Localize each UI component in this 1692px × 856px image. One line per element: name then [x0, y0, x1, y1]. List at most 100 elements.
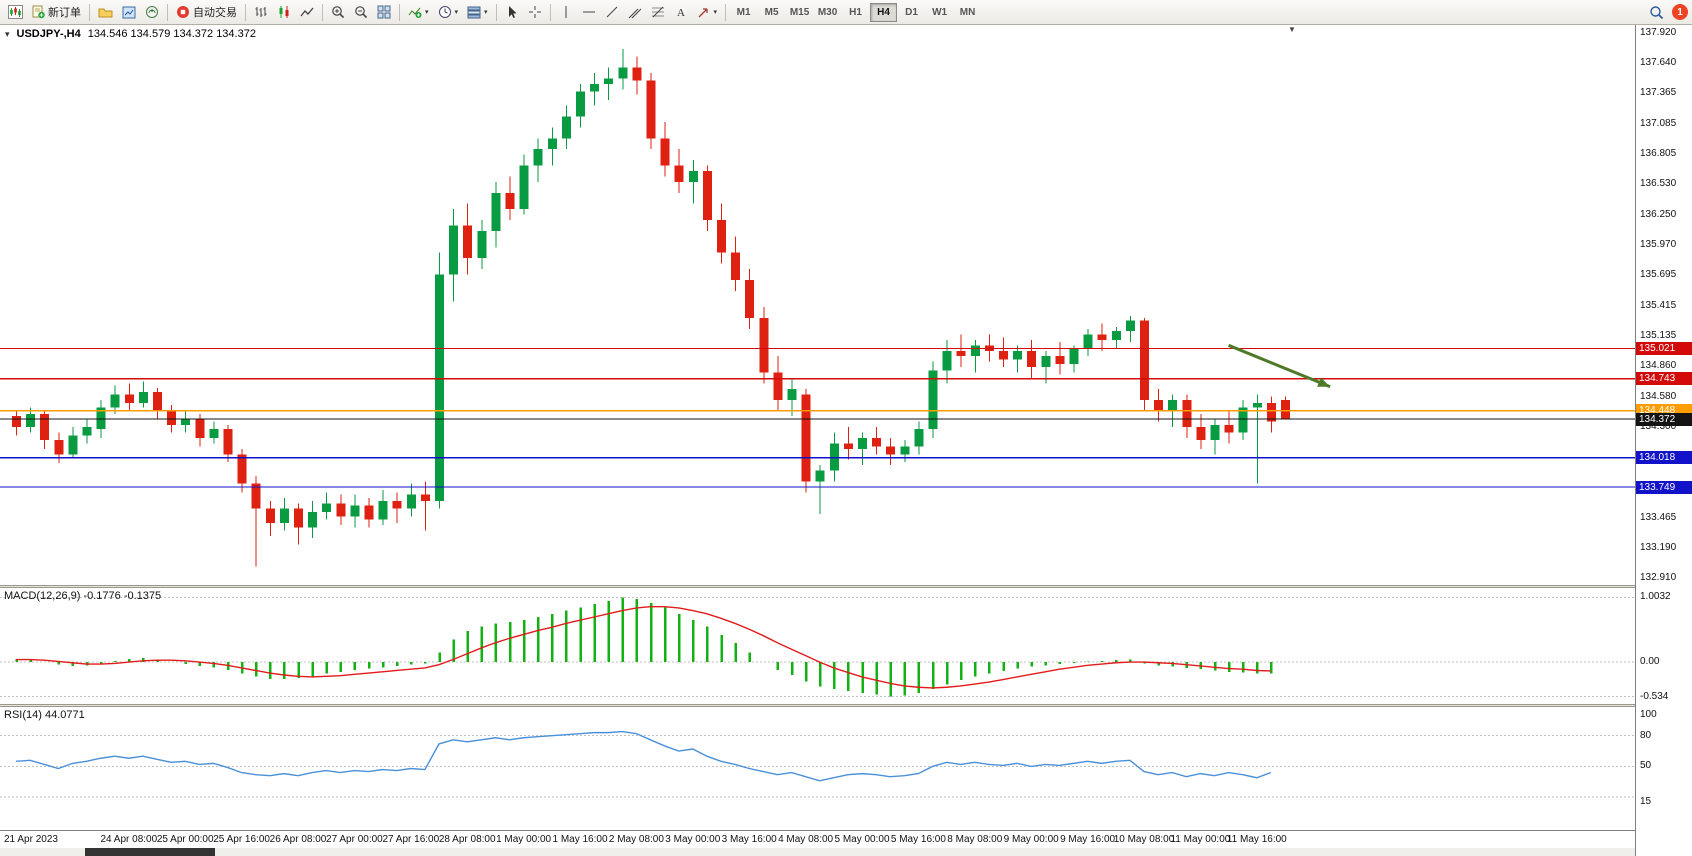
zoom-in-button[interactable]: [327, 2, 349, 22]
price-axis-label: 136.250: [1640, 208, 1677, 220]
price-pane[interactable]: ▾ USDJPY-,H4 134.546 134.579 134.372 134…: [0, 25, 1635, 585]
channel-tool-button[interactable]: [624, 2, 646, 22]
rsi-chart[interactable]: [0, 707, 1635, 830]
search-icon: [1650, 5, 1664, 19]
time-axis-label: 24 Apr 08:00: [100, 834, 158, 845]
trendline-icon: [606, 6, 617, 18]
one-click-trading-icon[interactable]: ▾: [5, 28, 10, 39]
profiles-button[interactable]: [94, 2, 117, 22]
arrows-tool-button[interactable]: ▾: [693, 2, 722, 22]
macd-chart[interactable]: [0, 588, 1635, 704]
text-tool-button[interactable]: A: [670, 2, 692, 22]
auto-trading-icon: [177, 6, 189, 18]
zoom-out-button[interactable]: [350, 2, 372, 22]
charts-list-button[interactable]: [118, 2, 140, 22]
trendline-tool-button[interactable]: [601, 2, 623, 22]
notification-badge[interactable]: 1: [1672, 4, 1688, 20]
price-axis-label: 135.970: [1640, 239, 1677, 251]
price-axis-badge: 134.018: [1636, 451, 1692, 465]
time-axis-label: 21 Apr 2023: [4, 834, 58, 845]
bar-chart-icon: [255, 7, 267, 17]
time-axis-label: 9 May 00:00: [1003, 834, 1059, 845]
timeframe-m5[interactable]: M5: [764, 6, 779, 18]
vertical-line-tool-button[interactable]: [555, 2, 577, 22]
search-button[interactable]: [1645, 2, 1668, 22]
bar-chart-mode-button[interactable]: [250, 2, 272, 22]
chart-symbol-period: USDJPY-,H4: [16, 28, 81, 40]
timeframe-m1[interactable]: M1: [736, 6, 751, 18]
price-axis-label: 133.465: [1640, 511, 1677, 523]
timeframe-h1[interactable]: H1: [849, 6, 862, 18]
time-axis-label: 1 May 16:00: [552, 834, 608, 845]
chevron-down-icon: ▾: [484, 8, 488, 16]
trend-arrow-head: [1317, 377, 1331, 387]
auto-trading-button[interactable]: 自动交易: [172, 2, 241, 22]
horizontal-scrollbar[interactable]: [0, 848, 1635, 856]
chevron-down-icon: ▾: [425, 8, 429, 16]
price-axis-badge: 133.749: [1636, 480, 1692, 494]
crosshair-tool-button[interactable]: [524, 2, 546, 22]
pane-divider[interactable]: [0, 585, 1635, 588]
price-axis-label: 134.580: [1640, 390, 1677, 402]
horizontal-line-tool-button[interactable]: [578, 2, 600, 22]
cursor-tool-button[interactable]: [501, 2, 523, 22]
indicators-button[interactable]: ▾: [404, 2, 433, 22]
time-axis-label: 25 Apr 16:00: [213, 834, 270, 845]
price-axis-label: 1.0032: [1640, 591, 1671, 603]
time-axis-label: 11 May 00:00: [1170, 834, 1231, 845]
templates-button[interactable]: ▾: [463, 2, 492, 22]
data-window-icon: [146, 6, 158, 18]
time-axis-label: 25 Apr 00:00: [156, 834, 214, 845]
time-axis-label: 3 May 16:00: [721, 834, 777, 845]
profiles-icon: [98, 8, 113, 17]
line-chart-mode-button[interactable]: [296, 2, 318, 22]
toolbar-separator: [399, 3, 400, 21]
candlestick-mode-button[interactable]: [273, 2, 295, 22]
time-axis-label: 11 May 16:00: [1226, 834, 1287, 845]
macd-pane[interactable]: MACD(12,26,9) -0.1776 -0.1375: [0, 588, 1635, 704]
trend-arrow[interactable]: [1228, 343, 1331, 389]
chart-title: ▾ USDJPY-,H4 134.546 134.579 134.372 134…: [5, 28, 256, 40]
time-axis-label: 27 Apr 00:00: [326, 834, 383, 845]
timeframe-m15[interactable]: M15: [789, 6, 810, 18]
fibonacci-tool-button[interactable]: [647, 2, 669, 22]
rsi-pane[interactable]: RSI(14) 44.0771: [0, 707, 1635, 830]
price-axis-label: 136.530: [1640, 178, 1677, 190]
timeframe-h4[interactable]: H4: [870, 2, 898, 22]
chevron-down-icon: ▾: [454, 8, 459, 16]
pane-divider[interactable]: [0, 704, 1635, 707]
line-chart-icon: [300, 7, 314, 17]
price-axis-label: 133.190: [1640, 541, 1677, 553]
time-axis-label: 3 May 00:00: [665, 834, 721, 845]
time-axis-label: 8 May 08:00: [947, 834, 1003, 845]
templates-icon: [467, 6, 481, 19]
time-axis[interactable]: 21 Apr 2023 24 Apr 08:00 25 Apr 00:00 25 Ap…: [0, 830, 1635, 848]
time-axis-label: 9 May 16:00: [1060, 834, 1116, 845]
tile-windows-button[interactable]: [373, 2, 395, 22]
scrollbar-thumb[interactable]: [85, 848, 215, 856]
timeframe-m30[interactable]: M30: [817, 6, 838, 18]
periods-button[interactable]: ▾: [434, 2, 463, 22]
charts-icon: [122, 6, 136, 18]
new-chart-button[interactable]: [4, 2, 27, 22]
price-axis-label: 80: [1640, 729, 1652, 741]
rsi-label: RSI(14) 44.0771: [4, 709, 85, 721]
chart-shift-marker[interactable]: ▼: [1288, 25, 1296, 34]
price-axis-label: 137.365: [1640, 87, 1677, 99]
new-order-button[interactable]: 新订单: [28, 2, 85, 22]
crosshair-icon: [528, 6, 541, 18]
main-toolbar: 新订单 自动交易 ▾ ▾ ▾: [0, 0, 1692, 25]
timeframe-mn[interactable]: MN: [959, 6, 976, 18]
timeframe-w1[interactable]: W1: [932, 6, 948, 18]
price-axis-label: 50: [1640, 760, 1652, 772]
timeframe-d1[interactable]: D1: [905, 6, 918, 18]
toolbar-right-tools: 1: [1645, 2, 1688, 22]
price-axis[interactable]: 137.920 137.640 137.365 137.085 136.805 136.5…: [1635, 25, 1692, 856]
candlestick-chart[interactable]: [0, 25, 1635, 585]
time-axis-label: 26 Apr 08:00: [269, 834, 327, 845]
cursor-icon: [508, 6, 517, 18]
data-window-button[interactable]: [141, 2, 163, 22]
price-axis-label: 135.695: [1640, 269, 1677, 281]
price-axis-label: 137.920: [1640, 26, 1677, 38]
price-axis-badge: 134.372: [1636, 412, 1692, 426]
